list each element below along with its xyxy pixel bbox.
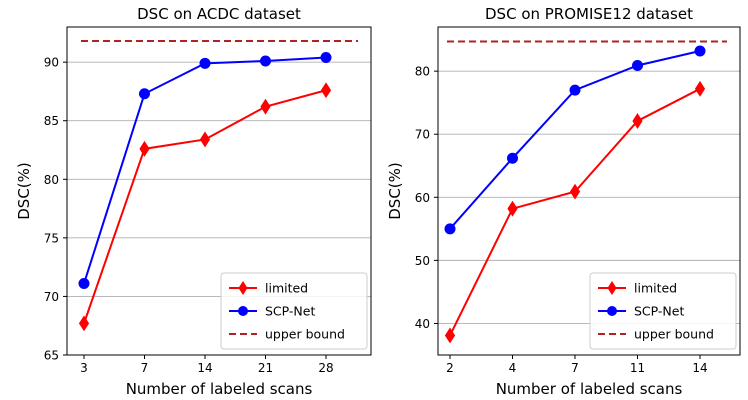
- data-point-limited: [320, 82, 332, 99]
- data-point-scp-net: [320, 51, 332, 63]
- legend-marker-diamond: [607, 281, 617, 295]
- y-tick-label: 65: [44, 349, 59, 363]
- x-axis-label: Number of labeled scans: [126, 380, 313, 398]
- x-tick-label: 2: [446, 361, 454, 375]
- y-tick-label: 50: [415, 254, 430, 268]
- legend: limited SCP-Net upper bound: [589, 272, 737, 350]
- y-tick-label: 80: [44, 173, 59, 187]
- data-point-scp-net: [507, 152, 518, 164]
- x-axis-label: Number of labeled scans: [496, 380, 683, 398]
- x-tick-label: 3: [80, 361, 88, 375]
- y-tick-label: 75: [44, 231, 59, 245]
- legend-label: upper bound: [634, 327, 714, 342]
- legend-label: limited: [634, 281, 677, 296]
- chart-title: DSC on ACDC dataset: [137, 5, 301, 23]
- x-tick-label: 14: [197, 361, 212, 375]
- legend: limited SCP-Net upper bound: [220, 272, 368, 350]
- legend-marker-circle: [238, 306, 248, 316]
- x-tick-label: 11: [630, 361, 645, 375]
- data-point-scp-net: [139, 88, 150, 100]
- data-point-scp-net: [199, 57, 211, 69]
- data-point-scp-net: [694, 45, 706, 57]
- legend-label: upper bound: [265, 327, 345, 342]
- y-tick-label: 60: [415, 191, 430, 205]
- plot-frame: [66, 26, 372, 356]
- legend-box: [220, 272, 368, 350]
- data-point-limited: [260, 98, 271, 115]
- y-tick-label: 40: [415, 317, 430, 331]
- legend-label: limited: [265, 281, 308, 296]
- chart-title: DSC on PROMISE12 dataset: [485, 5, 693, 23]
- data-point-limited: [507, 200, 518, 217]
- y-tick-label: 85: [44, 114, 59, 128]
- x-tick-label: 14: [692, 361, 707, 375]
- series-line-scp-net: [449, 49, 701, 230]
- y-axis-label: DSC(%): [15, 162, 33, 220]
- x-tick-label: 7: [571, 361, 579, 375]
- data-point-scp-net: [260, 55, 271, 67]
- y-tick-label: 70: [415, 128, 430, 142]
- legend-box: [589, 272, 737, 350]
- data-point-limited: [199, 131, 211, 148]
- data-point-limited: [569, 183, 581, 200]
- legend-marker-diamond: [238, 281, 248, 295]
- data-point-scp-net: [444, 223, 456, 235]
- legend-label: SCP-Net: [634, 304, 684, 319]
- y-axis-label: DSC(%): [386, 162, 404, 220]
- data-point-scp-net: [569, 84, 581, 96]
- y-tick-label: 80: [415, 65, 430, 79]
- y-tick-label: 90: [44, 56, 59, 70]
- x-tick-label: 4: [509, 361, 517, 375]
- x-tick-label: 28: [318, 361, 333, 375]
- data-point-limited: [444, 327, 456, 344]
- y-tick-label: 70: [44, 290, 59, 304]
- data-point-limited: [694, 80, 706, 97]
- legend-marker-circle: [607, 306, 617, 316]
- chart-panel-2: 40 50 60 70 80 2 4 7 11 14 DSC on PROMISE12 datase…: [386, 5, 741, 398]
- x-tick-label: 7: [141, 361, 149, 375]
- data-point-scp-net: [78, 278, 90, 290]
- chart-panel-1: 65 70 75 80 85 90 3 7 14 21 28 DSC on ACDC dataset N…: [15, 5, 372, 398]
- series-line-scp-net: [83, 56, 327, 284]
- data-point-limited: [632, 113, 643, 129]
- data-point-scp-net: [632, 59, 643, 71]
- legend-label: SCP-Net: [265, 304, 315, 319]
- data-point-limited: [139, 140, 150, 157]
- plot-frame: [437, 26, 741, 356]
- data-point-limited: [78, 315, 90, 332]
- x-tick-label: 21: [258, 361, 273, 375]
